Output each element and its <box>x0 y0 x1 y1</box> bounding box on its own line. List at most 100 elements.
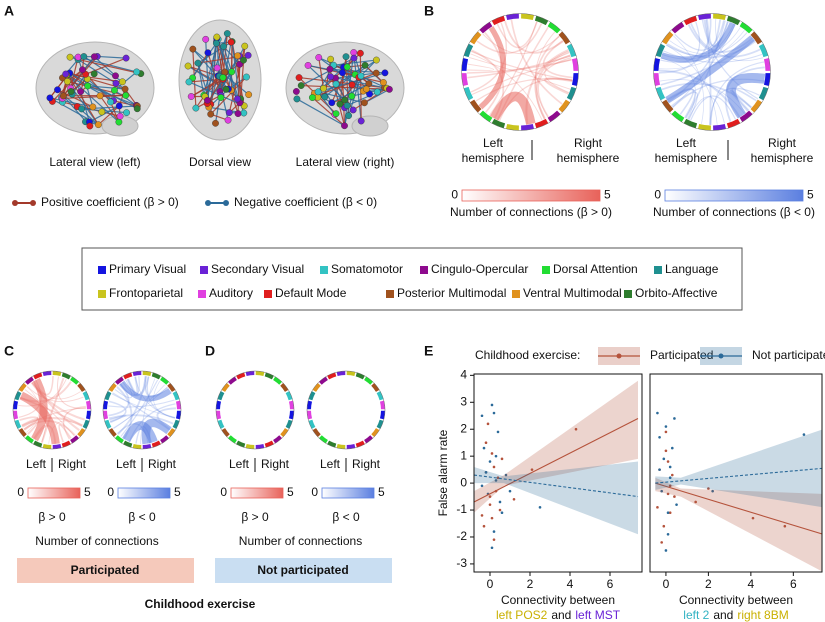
ring-segment <box>364 435 374 444</box>
chord <box>471 49 505 119</box>
point <box>496 476 500 480</box>
point <box>496 430 500 434</box>
node <box>66 53 74 61</box>
node <box>336 100 344 108</box>
node <box>363 85 370 93</box>
node <box>187 93 195 100</box>
panel-label: C <box>4 343 14 359</box>
chord <box>21 417 83 427</box>
chord <box>467 54 571 79</box>
ring-segment <box>85 400 91 410</box>
legend-label: Positive coefficient (β > 0) <box>41 195 179 209</box>
point <box>666 492 670 496</box>
point <box>504 473 508 477</box>
y-tick-label: 2 <box>460 421 467 435</box>
x-tick-label: 0 <box>663 577 670 591</box>
colorbar <box>664 189 804 202</box>
plot-area <box>655 411 822 572</box>
ring-segment <box>671 21 685 34</box>
connection <box>188 81 245 107</box>
ring-segment <box>82 419 90 429</box>
chord <box>724 66 765 123</box>
legend-swatch <box>512 290 520 298</box>
node <box>67 88 75 95</box>
node <box>213 64 221 72</box>
ring-segment <box>327 372 337 380</box>
point <box>488 460 492 463</box>
chord <box>729 89 752 112</box>
x-axis-label: Connectivity between <box>679 593 793 607</box>
chord <box>690 23 754 53</box>
ring-segment <box>104 391 112 401</box>
node <box>78 105 86 113</box>
x-tick-label: 4 <box>567 577 574 591</box>
chord <box>687 96 725 124</box>
ring-segment <box>379 410 385 420</box>
ring-segment <box>227 376 237 385</box>
network-label: Cingulo-Opercular <box>431 262 528 276</box>
chord <box>22 407 86 428</box>
node <box>315 54 323 61</box>
chord <box>535 31 556 118</box>
point <box>488 503 492 506</box>
node <box>357 117 365 125</box>
node <box>107 98 114 106</box>
chord <box>108 400 127 424</box>
chord <box>126 378 136 396</box>
chord <box>665 35 755 104</box>
ring-segment <box>661 99 674 113</box>
hemisphere-label: Left hemisphere <box>461 136 525 165</box>
ring-segment <box>763 57 771 71</box>
ring-segment <box>255 443 265 449</box>
ring-segment <box>355 440 365 448</box>
point <box>490 546 494 550</box>
ring-segment <box>132 371 142 377</box>
ring-segment <box>364 376 374 385</box>
ring-outline <box>653 13 771 131</box>
node <box>308 94 316 101</box>
ring-segment <box>376 419 384 429</box>
connection <box>352 87 388 111</box>
ring-segment <box>547 110 561 123</box>
node <box>320 84 327 92</box>
chord <box>23 420 76 436</box>
point <box>538 506 542 509</box>
chord <box>19 381 72 403</box>
ring-segment <box>142 443 152 449</box>
chord <box>544 54 571 93</box>
chord <box>666 32 748 57</box>
node <box>84 82 92 90</box>
chord <box>20 397 83 426</box>
ring-segment <box>571 57 579 71</box>
chord <box>658 69 741 118</box>
ring-segment <box>280 382 289 392</box>
ring-segment <box>175 410 181 420</box>
colorbar-tick: 0 <box>17 485 24 499</box>
node <box>373 88 381 96</box>
ring-segment <box>308 419 316 429</box>
point <box>494 454 498 458</box>
node <box>332 80 340 88</box>
y-tick-label: -3 <box>456 556 467 570</box>
node <box>372 69 380 77</box>
x-axis-label-part: left 2 <box>683 608 709 622</box>
node <box>59 92 67 100</box>
ring-segment <box>655 86 666 101</box>
connection <box>311 97 345 127</box>
legend-label: Not participated <box>752 348 825 362</box>
node <box>321 93 329 101</box>
panel-label: B <box>424 3 434 19</box>
point <box>488 495 492 498</box>
legend-label: Participated <box>650 348 713 362</box>
node <box>292 88 300 95</box>
chord <box>470 22 507 93</box>
colorbar <box>230 487 284 499</box>
ring-segment <box>24 376 34 385</box>
ring-segment <box>236 372 246 380</box>
chord <box>31 378 48 442</box>
node <box>219 74 227 81</box>
node <box>304 62 312 69</box>
x-axis-label: left POS2 and left MST <box>496 608 621 622</box>
chord <box>62 405 86 440</box>
chord <box>475 78 573 102</box>
